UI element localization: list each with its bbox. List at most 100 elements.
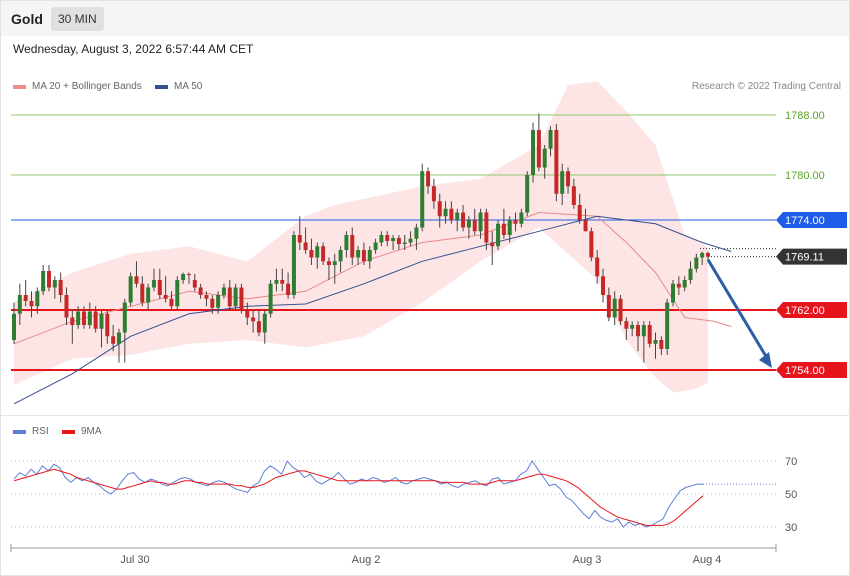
candle-body bbox=[496, 223, 501, 247]
candle-body bbox=[536, 130, 541, 168]
candle-body bbox=[478, 212, 483, 232]
candle-body bbox=[192, 280, 197, 288]
chart-timestamp: Wednesday, August 3, 2022 6:57:44 AM CET bbox=[13, 42, 254, 56]
candle-body bbox=[455, 212, 460, 220]
candle-body bbox=[367, 250, 372, 262]
candle-body bbox=[641, 325, 646, 337]
candle-body bbox=[134, 276, 139, 284]
candle-body bbox=[630, 325, 635, 329]
candle-body bbox=[198, 287, 203, 295]
candle-body bbox=[332, 261, 337, 265]
candle-body bbox=[513, 220, 518, 224]
candle-body bbox=[23, 295, 28, 301]
bollinger-band bbox=[14, 81, 708, 393]
last-price-tag-shape bbox=[776, 248, 847, 265]
9ma-label: 9MA bbox=[81, 426, 102, 437]
candle-body bbox=[501, 223, 506, 235]
candle-body bbox=[688, 268, 693, 280]
candle-body bbox=[566, 171, 571, 187]
candle-body bbox=[344, 235, 349, 250]
candle-body bbox=[618, 298, 623, 322]
level-tag-1774-00: 1774.00 bbox=[776, 212, 847, 228]
candle-body bbox=[87, 311, 92, 325]
ma50-label: MA 50 bbox=[174, 81, 203, 92]
candle-body bbox=[35, 291, 40, 307]
rsi-tick-30: 30 bbox=[785, 522, 797, 534]
candle-body bbox=[507, 220, 512, 235]
rsi-swatch bbox=[13, 429, 26, 434]
x-tick-label: Jul 30 bbox=[120, 554, 149, 566]
candle-body bbox=[671, 283, 676, 303]
candle-body bbox=[17, 295, 22, 314]
candle-body bbox=[338, 250, 343, 262]
candle-body bbox=[58, 280, 63, 295]
candle-body bbox=[706, 253, 710, 257]
panel-divider bbox=[1, 415, 849, 416]
candle-body bbox=[356, 250, 361, 258]
ma20-line bbox=[13, 211, 732, 345]
candle-body bbox=[70, 317, 75, 325]
symbol-title: Gold bbox=[11, 11, 43, 27]
candle-body bbox=[291, 235, 296, 295]
research-credit: Research © 2022 Trading Central bbox=[691, 81, 841, 92]
level-tag-text: 1762.00 bbox=[785, 305, 825, 317]
candle-body bbox=[571, 186, 576, 205]
candle-body bbox=[81, 311, 86, 325]
candle-body bbox=[315, 246, 320, 258]
rsi-tick-70: 70 bbox=[785, 456, 797, 468]
candle-body bbox=[157, 280, 162, 295]
candle-body bbox=[181, 274, 186, 280]
candle-body bbox=[29, 301, 34, 307]
x-tick-label: Aug 3 bbox=[573, 554, 602, 566]
candle-body bbox=[326, 261, 331, 265]
candle-body bbox=[484, 212, 489, 243]
candle-body bbox=[350, 235, 355, 258]
candle-body bbox=[531, 130, 536, 175]
candle-body bbox=[309, 250, 314, 258]
candle-body bbox=[700, 253, 705, 258]
candle-body bbox=[373, 242, 378, 250]
candle-body bbox=[146, 287, 151, 303]
candle-body bbox=[519, 212, 524, 224]
candle-body bbox=[116, 332, 121, 344]
candle-body bbox=[93, 311, 98, 329]
candle-body bbox=[268, 283, 273, 314]
candle-body bbox=[239, 287, 244, 310]
candle-body bbox=[169, 298, 174, 307]
candle-body bbox=[379, 235, 384, 243]
candle-body bbox=[420, 171, 425, 228]
candle-body bbox=[303, 242, 308, 250]
candle-body bbox=[46, 271, 51, 288]
forecast-arrow-shaft bbox=[706, 258, 769, 359]
candle-body bbox=[221, 287, 226, 295]
legend-9ma: 9MA bbox=[62, 426, 102, 437]
candle-body bbox=[466, 220, 471, 228]
level-tag-1762-00: 1762.00 bbox=[776, 302, 847, 318]
candle-body bbox=[140, 283, 145, 303]
x-tick-label: Aug 4 bbox=[693, 554, 722, 566]
header-bar: Gold 30 MIN bbox=[1, 1, 849, 36]
last-price-tag: 1769.11 bbox=[776, 248, 847, 265]
candle-body bbox=[251, 317, 256, 322]
candle-body bbox=[186, 274, 191, 275]
candle-body bbox=[560, 171, 565, 194]
candle-body bbox=[122, 302, 127, 333]
candle-body bbox=[461, 212, 466, 228]
candle-body bbox=[583, 220, 588, 232]
forecast-arrow-head bbox=[759, 352, 772, 368]
candle-body bbox=[589, 231, 594, 258]
timeframe-badge[interactable]: 30 MIN bbox=[51, 7, 104, 31]
candle-body bbox=[653, 340, 658, 344]
candle-body bbox=[52, 280, 57, 288]
candle-body bbox=[286, 283, 291, 295]
level-tag-text: 1774.00 bbox=[785, 215, 825, 227]
candle-body bbox=[216, 295, 221, 308]
candle-body bbox=[41, 271, 46, 292]
candle-body bbox=[396, 238, 401, 244]
candle-body bbox=[274, 280, 279, 284]
rsi-tick-50: 50 bbox=[785, 489, 797, 501]
candle-body bbox=[437, 201, 442, 217]
x-tick-label: Aug 2 bbox=[352, 554, 381, 566]
candle-body bbox=[606, 295, 611, 318]
